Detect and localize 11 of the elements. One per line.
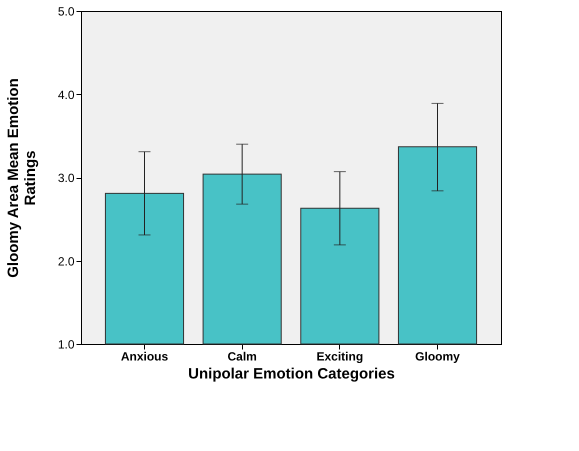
x-tick-label: Exciting [316,350,364,364]
x-axis-title: Unipolar Emotion Categories [188,366,395,382]
x-tick-label: Gloomy [415,350,460,364]
y-tick-label: 5.0 [58,4,75,18]
y-tick-label: 3.0 [58,171,75,185]
y-axis-title: Gloomy Area Mean Emotion Ratings [4,78,39,278]
y-tick-label: 4.0 [58,88,75,102]
x-tick-label: Calm [227,350,257,364]
y-tick-label: 1.0 [58,338,75,352]
y-tick-label: 2.0 [58,254,75,268]
x-tick-label: Anxious [120,350,168,364]
